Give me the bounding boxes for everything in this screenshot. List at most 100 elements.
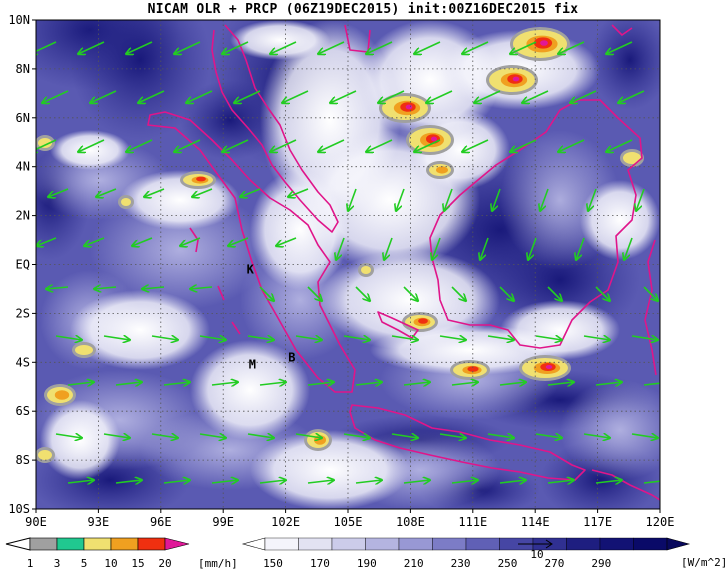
wind-arrow xyxy=(378,90,405,103)
wind-arrow xyxy=(180,237,201,246)
lat-tick-label: 4N xyxy=(16,160,30,174)
olr-colorbar-tick: 170 xyxy=(310,557,330,570)
wind-arrow xyxy=(510,139,537,152)
lat-tick-label: 2N xyxy=(16,209,30,223)
wind-arrow xyxy=(414,139,441,152)
station-label-m: M xyxy=(249,358,256,372)
wind-arrow xyxy=(522,90,549,103)
wind-arrow xyxy=(288,188,309,197)
olr-colorbar-tick: 250 xyxy=(498,557,518,570)
wind-arrow xyxy=(462,139,489,152)
figure-title: NICAM OLR + PRCP (06Z19DEC2015) init:00Z… xyxy=(147,2,579,17)
wind-arrow xyxy=(228,237,249,246)
wind-arrow xyxy=(643,382,660,386)
wind-arrow xyxy=(451,286,466,301)
wind-arrow xyxy=(391,434,418,438)
precip-colorbar: 1 3 5 10 15 20 [mm/h] xyxy=(5,537,238,570)
wind-arrow xyxy=(355,480,382,483)
wind-arrow xyxy=(174,41,201,54)
wind-arrow xyxy=(78,139,105,152)
wind-arrow xyxy=(355,382,382,385)
wind-arrow xyxy=(547,286,562,301)
lon-tick-label: 96E xyxy=(150,515,172,529)
wind-arrow xyxy=(190,287,213,289)
wind-arrow xyxy=(540,188,549,211)
lat-tick-label: 4S xyxy=(16,355,30,369)
wind-arrow xyxy=(366,139,393,152)
precip-colorbar-lower-arrow xyxy=(5,537,31,551)
wind-arrow xyxy=(499,286,514,301)
wind-arrow xyxy=(247,336,274,340)
wind-arrow xyxy=(307,480,334,483)
wind-arrow xyxy=(270,41,297,54)
wind-arrow xyxy=(499,382,526,385)
station-label-b: B xyxy=(288,350,295,364)
olr-colorbar-swatch xyxy=(566,537,601,551)
olr-colorbar-swatch xyxy=(365,537,400,551)
wind-arrow xyxy=(528,237,537,260)
precip-cell xyxy=(620,149,644,167)
wind-arrow xyxy=(199,434,226,438)
olr-colorbar-tick: 290 xyxy=(591,557,611,570)
wind-arrow xyxy=(343,336,370,340)
precip-colorbar-tick: 15 xyxy=(131,557,144,570)
wind-arrow xyxy=(295,336,322,340)
precip-cell xyxy=(406,125,454,155)
wind-arrow xyxy=(55,336,82,340)
olr-colorbar-tick: 150 xyxy=(263,557,283,570)
wind-arrow xyxy=(67,382,94,385)
wind-arrow xyxy=(355,286,370,301)
olr-colorbar-swatch xyxy=(432,537,467,551)
olr-colorbar-swatch xyxy=(599,537,634,551)
wind-arrow xyxy=(307,286,322,301)
lon-tick-label: 120E xyxy=(646,515,675,529)
wind-arrow xyxy=(535,336,562,340)
olr-colorbar-lower-arrow xyxy=(241,537,266,551)
precip-colorbar-swatch xyxy=(29,537,58,551)
wind-arrow xyxy=(174,139,201,152)
precip-colorbar-tick: 1 xyxy=(27,557,34,570)
wind-arrow xyxy=(636,188,645,211)
wind-arrow xyxy=(163,480,190,483)
wind-arrow xyxy=(480,237,489,260)
wind-arrow xyxy=(348,188,357,211)
wind-arrow xyxy=(163,382,190,385)
lon-tick-label: 111E xyxy=(458,515,487,529)
wind-arrow xyxy=(276,237,297,246)
wind-arrow xyxy=(36,139,57,152)
olr-colorbar-swatch xyxy=(465,537,500,551)
precip-cell xyxy=(519,355,571,381)
precip-cell xyxy=(36,447,55,463)
wind-arrow xyxy=(90,90,117,103)
wind-arrow xyxy=(499,480,526,483)
wind-arrow xyxy=(211,382,238,385)
wind-arrow xyxy=(295,434,322,438)
wind-arrow xyxy=(138,90,165,103)
olr-colorbar-swatch xyxy=(264,537,299,551)
precip-cell xyxy=(304,429,332,451)
wind-arrow xyxy=(474,90,501,103)
wind-arrow xyxy=(403,286,418,301)
wind-arrow xyxy=(78,41,105,54)
coastline-mentawai xyxy=(189,227,241,335)
wind-arrow xyxy=(391,336,418,340)
precip-cell xyxy=(358,263,374,277)
wind-arrow xyxy=(307,382,334,385)
wind-arrow xyxy=(631,336,658,340)
precip-cell xyxy=(72,342,96,358)
lon-tick-label: 114E xyxy=(521,515,550,529)
lat-tick-label: 8S xyxy=(16,453,30,467)
wind-arrow xyxy=(403,480,430,483)
olr-colorbar-tick: 230 xyxy=(451,557,471,570)
olr-high-cloud xyxy=(40,20,660,509)
wind-arrow xyxy=(487,336,514,340)
olr-colorbar-upper-arrow xyxy=(666,537,691,551)
lat-tick-label: 10S xyxy=(8,502,30,516)
wind-arrow xyxy=(588,188,597,211)
precip-cell xyxy=(379,93,431,123)
wind-arrow xyxy=(606,139,633,152)
wind-arrow xyxy=(259,286,274,301)
wind-arrow xyxy=(234,90,261,103)
precip-cell xyxy=(450,360,490,380)
